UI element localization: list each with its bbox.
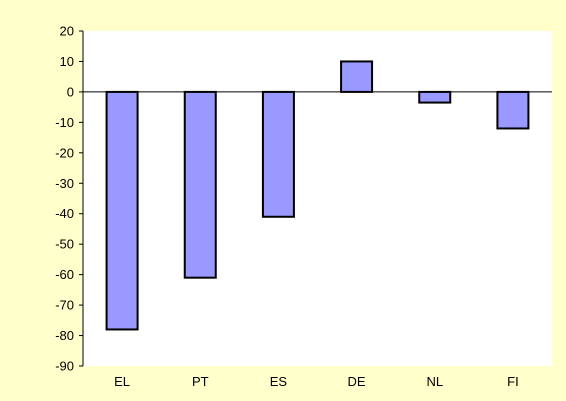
x-tick-label: EL — [114, 374, 130, 389]
y-tick-label: 10 — [60, 54, 74, 69]
bar-pt — [183, 90, 217, 279]
bars — [105, 60, 530, 331]
y-tick-label: -90 — [55, 359, 74, 374]
y-tick-label: 0 — [67, 84, 74, 99]
y-tick-label: -10 — [55, 115, 74, 130]
y-tick-label: -80 — [55, 328, 74, 343]
axes — [82, 31, 552, 366]
plot-area — [83, 31, 552, 366]
y-tick-label: -40 — [55, 206, 74, 221]
x-axis-labels: EL PT ES DE NL FI — [114, 374, 519, 389]
y-tick-label: 20 — [60, 24, 74, 39]
bar-de — [340, 60, 374, 93]
x-tick-label: ES — [270, 374, 288, 389]
bar-nl — [418, 90, 452, 104]
x-tick-label: FI — [507, 374, 519, 389]
y-tick-label: -30 — [55, 176, 74, 191]
y-tick-label: -70 — [55, 298, 74, 313]
x-tick-label: NL — [426, 374, 443, 389]
y-tick-label: -60 — [55, 267, 74, 282]
bar-fi — [496, 90, 530, 130]
bar-es — [261, 90, 295, 218]
y-axis-ticks: 20 10 0 -10 -20 -30 -40 -50 -60 -70 -80 -90 — [55, 24, 83, 374]
x-tick-label: PT — [192, 374, 209, 389]
bar-el — [105, 90, 139, 331]
y-tick-label: -20 — [55, 145, 74, 160]
y-tick-label: -50 — [55, 237, 74, 252]
x-tick-label: DE — [348, 374, 366, 389]
